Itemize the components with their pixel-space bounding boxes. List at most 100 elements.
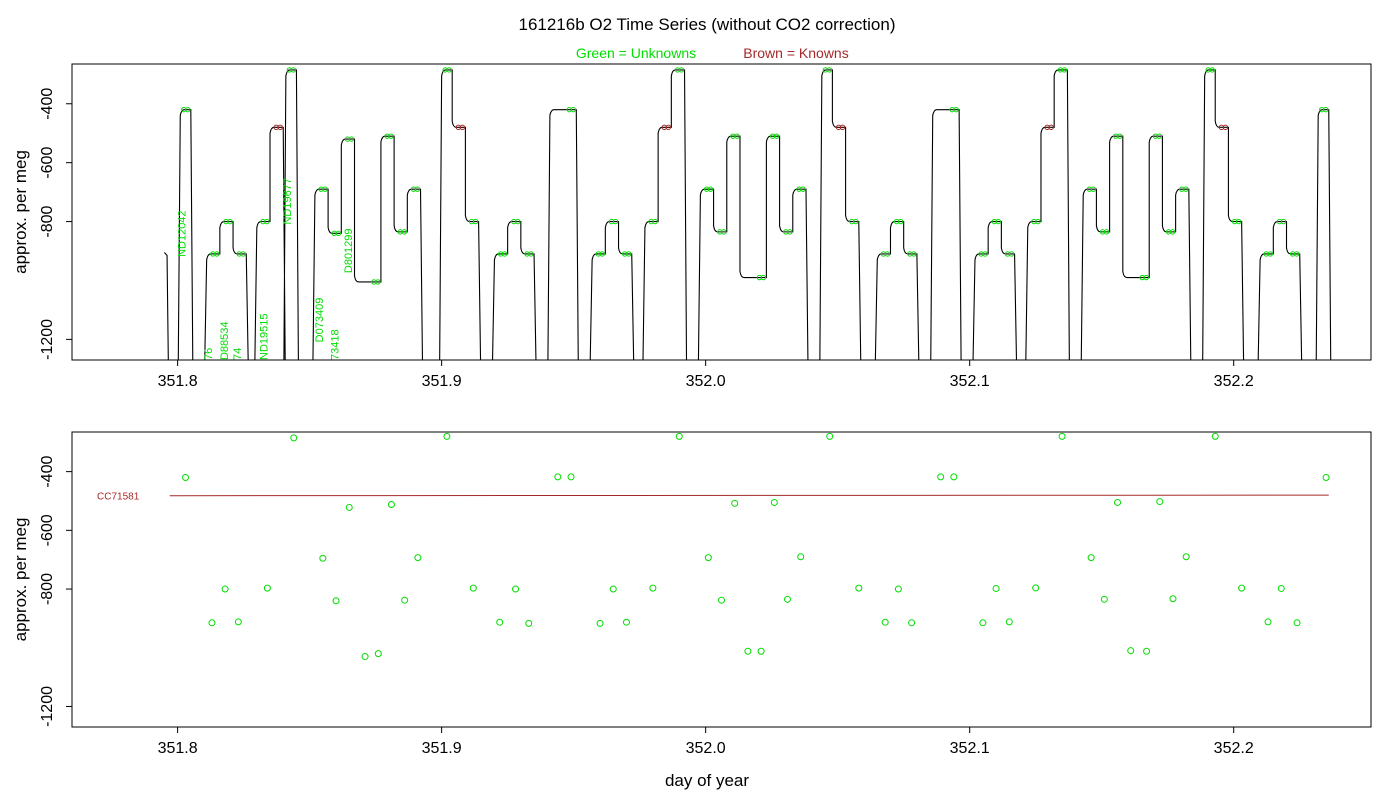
scatter-point — [1087, 554, 1095, 562]
scatter-point — [1264, 618, 1272, 626]
scatter-point — [332, 597, 340, 605]
chart-title: 161216b O2 Time Series (without CO2 corr… — [518, 15, 895, 34]
unknown-marker — [227, 218, 233, 225]
sample-label: ND19677 — [282, 178, 294, 224]
x-axis-label: day of year — [665, 771, 749, 790]
unknown-marker — [1008, 251, 1015, 257]
scatter-point — [443, 432, 451, 440]
scatter-point — [649, 584, 657, 592]
scatter-point — [1156, 498, 1164, 506]
unknown-marker — [995, 218, 1002, 225]
scatter-point — [1100, 595, 1108, 603]
unknown-marker — [388, 133, 394, 139]
scatter-point — [319, 554, 327, 562]
x-tick-label: 352.1 — [950, 373, 990, 390]
unknown-marker — [678, 67, 685, 73]
unknown-marker — [773, 133, 780, 139]
sample-label: D88534 — [219, 321, 231, 360]
sample-label: 73418 — [330, 329, 342, 360]
known-marker — [665, 124, 672, 131]
scatter-point — [1032, 584, 1040, 592]
scatter-point — [1293, 619, 1301, 627]
unknown-marker — [290, 67, 297, 73]
reference-line-cc71581 — [169, 494, 1329, 497]
unknown-marker — [1061, 67, 1068, 73]
data-layer: ND12042 ND19677 D801299 D073409 D88534 ND1951… — [163, 67, 1332, 360]
scatter-point — [596, 619, 604, 627]
o2-trace-line — [163, 69, 1332, 360]
scatter-point — [937, 473, 945, 481]
x-tick-label: 352.2 — [1214, 740, 1254, 757]
scatter-point — [414, 554, 422, 562]
unknown-marker — [264, 218, 270, 225]
sample-label: D801299 — [343, 228, 355, 273]
unknown-marker — [1117, 133, 1123, 139]
scatter-point — [387, 501, 395, 509]
scatter-point — [554, 473, 562, 481]
unknown-marker — [414, 186, 421, 192]
scatter-point — [704, 554, 712, 562]
unknown-marker — [599, 251, 606, 257]
scatter-point — [1169, 595, 1177, 603]
scatter-point — [950, 473, 958, 481]
scatter-point — [881, 618, 889, 626]
unknown-marker — [853, 218, 859, 225]
unknown-marker — [570, 106, 576, 113]
y-tick-label: -800 — [39, 573, 56, 605]
scatter-point — [525, 619, 533, 627]
unknown-marker — [1103, 229, 1110, 235]
scatter-point — [675, 432, 683, 440]
unknown-marker — [787, 229, 793, 235]
scatter-point — [1005, 618, 1013, 626]
unknown-marker — [401, 229, 408, 235]
scatter-point — [345, 503, 353, 511]
scatter-point — [826, 432, 834, 440]
unknown-marker — [348, 136, 355, 142]
unknown-marker — [800, 186, 806, 192]
unknown-marker — [1090, 186, 1097, 192]
unknown-marker — [911, 251, 917, 257]
plot-frame — [71, 63, 1372, 361]
scatter-point — [757, 647, 765, 655]
scatter-point — [1322, 473, 1330, 481]
scatter-point — [1114, 498, 1122, 506]
scatter-point — [894, 585, 902, 593]
y-tick-label: -600 — [39, 147, 56, 179]
scatter-point — [263, 584, 271, 592]
data-layer — [182, 432, 1330, 661]
scatter-point — [1143, 647, 1151, 655]
scatter-point — [1058, 432, 1066, 440]
y-tick-label: -800 — [39, 205, 56, 237]
y-axis-label: approx. per meg — [11, 518, 30, 642]
scatter-point — [609, 585, 617, 593]
unknown-marker — [446, 67, 452, 73]
scatter-point — [401, 596, 409, 604]
scatter-point — [908, 619, 916, 627]
scatter-point — [496, 618, 504, 626]
unknown-marker — [1267, 251, 1274, 257]
scatter-point — [784, 595, 792, 603]
x-tick-label: 351.9 — [422, 373, 462, 390]
unknown-marker — [1035, 218, 1041, 225]
x-tick-label: 351.9 — [422, 740, 462, 757]
x-tick-label: 352.0 — [686, 740, 726, 757]
x-tick-label: 352.0 — [686, 373, 726, 390]
unknown-marker — [982, 251, 988, 257]
unknown-marker — [1156, 133, 1163, 139]
unknown-marker — [707, 186, 714, 192]
known-marker — [1222, 124, 1229, 131]
unknown-marker — [1143, 274, 1149, 281]
scatter-point — [770, 498, 778, 506]
x-tick-label: 352.1 — [950, 740, 990, 757]
scatter-point — [1238, 584, 1246, 592]
unknown-marker — [1235, 218, 1242, 225]
scatter-point — [182, 473, 190, 481]
scatter-point — [731, 499, 739, 507]
scatter-point — [1127, 647, 1135, 655]
scatter-point — [361, 653, 369, 661]
unknown-marker — [953, 106, 959, 113]
legend-knowns: Brown = Knowns — [743, 45, 848, 61]
unknown-marker — [1209, 67, 1215, 73]
scatter-point — [718, 596, 725, 604]
